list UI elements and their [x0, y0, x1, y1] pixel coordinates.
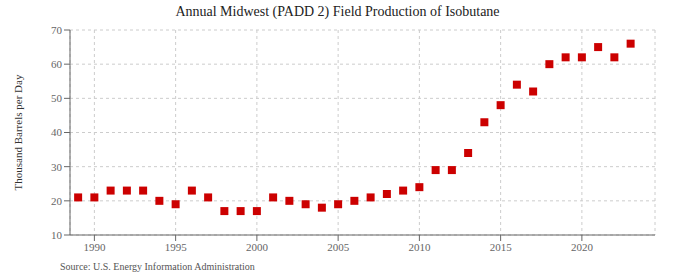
svg-text:1995: 1995: [165, 241, 188, 253]
html-text:Annual Midwest (PADD 2) Field: Annual Midwest (PADD 2) Field Production…: [175, 4, 500, 19]
svg-text:50: 50: [51, 92, 63, 104]
svg-text:2010: 2010: [408, 241, 431, 253]
svg-text:10: 10: [51, 229, 63, 241]
svg-text:40: 40: [51, 126, 63, 138]
svg-text:1990: 1990: [83, 241, 106, 253]
svg-text:Thousand Barrels per Day: Thousand Barrels per Day: [12, 74, 24, 190]
svg-text:2015: 2015: [490, 241, 513, 253]
html-text:Source: U.S. Energy Informatio: Source: U.S. Energy Information Administ…: [60, 261, 255, 272]
svg-text:70: 70: [51, 24, 63, 36]
svg-text:2005: 2005: [327, 241, 350, 253]
svg-text:20: 20: [51, 195, 63, 207]
svg-text:30: 30: [51, 161, 63, 173]
svg-text:60: 60: [51, 58, 63, 70]
svg-text:2020: 2020: [571, 241, 594, 253]
svg-text:2000: 2000: [246, 241, 269, 253]
